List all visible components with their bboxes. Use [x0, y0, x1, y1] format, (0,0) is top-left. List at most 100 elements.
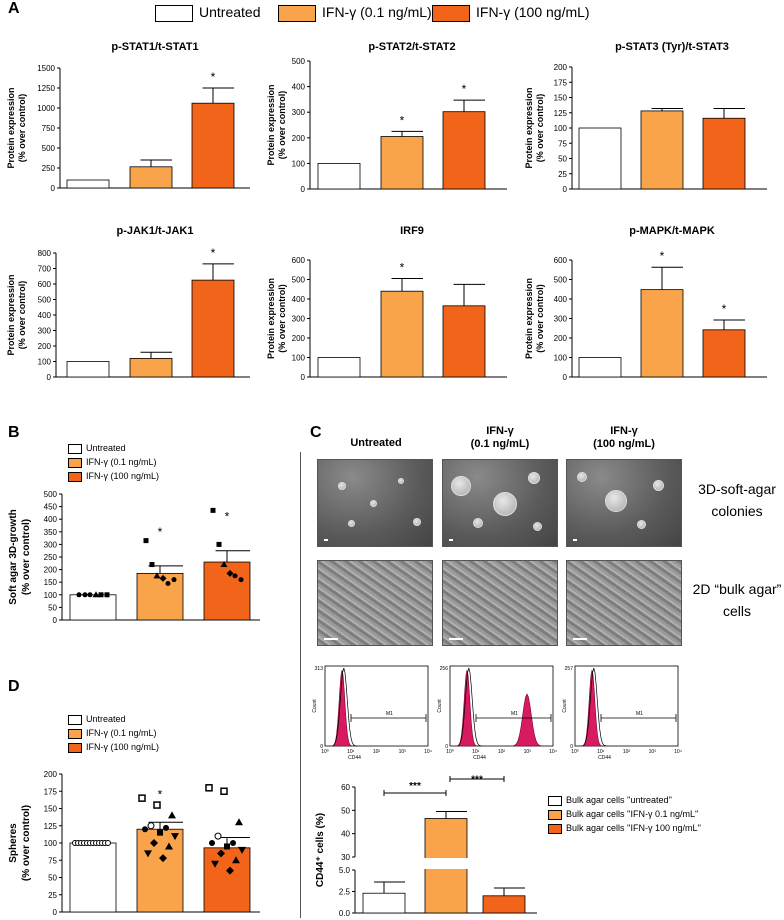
data-point-0-0 — [76, 592, 82, 598]
flow-ymax-label: 257 — [565, 666, 574, 672]
y-tick-label: 75 — [48, 856, 57, 865]
y-tick-label: 2.5 — [339, 888, 351, 897]
y-tick-label: 600 — [38, 280, 52, 289]
flow-control-outline — [457, 667, 483, 747]
data-point-2-4 — [230, 840, 236, 846]
legend-b-label-untreated: Untreated — [86, 443, 126, 453]
data-point-2-0 — [205, 784, 213, 792]
y-tick-label: 400 — [44, 515, 58, 524]
significance-star-2: * — [211, 246, 216, 260]
data-point-2-7 — [238, 846, 246, 854]
flow-xtick-label: 10³ — [399, 749, 407, 755]
chart-spheres: Spheres (% over control) 0 25 50 75 100 125 150 1… — [8, 770, 260, 917]
flow-xtick-label: 10¹ — [597, 749, 605, 755]
y-tick-label: 200 — [44, 566, 58, 575]
significance-star-1: * — [400, 113, 405, 127]
significance-star-1: * — [660, 249, 665, 263]
data-point-1-11 — [159, 854, 167, 863]
chart-stat3: p-STAT3 (Tyr)/t-STAT3 Protein expression(… — [524, 41, 767, 194]
y-tick-label: 100 — [554, 354, 568, 363]
data-point-0-4 — [98, 592, 104, 598]
legend-c-label-low: Bulk agar cells ''IFN-γ 0.1 ng/mL'' — [566, 809, 699, 819]
data-point-0-5 — [104, 592, 110, 598]
data-point-1-4 — [165, 580, 171, 586]
significance-star-2: * — [722, 302, 727, 316]
col-header-high: IFN-γ (100 ng/mL) — [566, 425, 682, 451]
chart-cd44: CD44⁺ cells (%) 0.0 2.5 5.0 30 40 50 60 *** *** — [315, 775, 537, 918]
legend-d-label-low: IFN-γ (0.1 ng/mL) — [86, 728, 157, 738]
data-point-2-10 — [211, 860, 219, 868]
micrograph-agar-high — [566, 459, 682, 547]
y-tick-label: 175 — [44, 787, 58, 796]
data-point-1-4 — [163, 824, 169, 831]
panel-letter-a: A — [8, 0, 20, 17]
y-tick-label: 125 — [554, 109, 568, 118]
panel-c-divider — [300, 452, 301, 918]
flow-gate-label: M1 — [636, 711, 643, 717]
y-tick-label: 600 — [554, 256, 568, 265]
flow-ymin-label: 0 — [445, 744, 448, 750]
y-tick-label: 150 — [44, 805, 58, 814]
y-tick-label: 300 — [38, 327, 52, 336]
flow-xtick-label: 10² — [373, 749, 381, 755]
y-tick-label: 750 — [42, 124, 56, 133]
chart-title: p-STAT2/t-STAT2 — [368, 41, 455, 53]
y-axis-label: Spheres — [8, 823, 19, 863]
y-tick-label: 100 — [44, 591, 58, 600]
legend-swatch-high — [432, 5, 470, 22]
row1-label: 3D-soft-agar colonies — [690, 478, 784, 522]
y-tick-label: 0 — [563, 185, 568, 194]
y-tick-label: 200 — [554, 334, 568, 343]
legend-c-swatch-high — [548, 824, 562, 834]
y-tick-label: 1250 — [37, 84, 55, 93]
data-point-2-11 — [226, 866, 234, 875]
y-tick-label: 175 — [554, 78, 568, 87]
flow-frame — [574, 665, 679, 747]
bar-2 — [191, 102, 235, 189]
flow-ylabel: Count — [312, 699, 318, 713]
y-axis-label: Protein expression — [266, 84, 276, 165]
y-tick-label: 500 — [292, 276, 306, 285]
legend-b-label-high: IFN-γ (100 ng/mL) — [86, 471, 160, 481]
y-tick-label: 700 — [38, 265, 52, 274]
flow-frame — [449, 665, 554, 747]
flow-control-outline — [332, 667, 358, 747]
y-axis-label: (% over control) — [277, 284, 287, 353]
chart-title: p-JAK1/t-JAK1 — [116, 225, 193, 237]
y-axis-label: Soft agar 3D-growth — [8, 509, 19, 605]
data-point-2-4 — [232, 573, 238, 579]
bar-2 — [442, 111, 486, 190]
legend-b-swatch-low — [68, 458, 82, 468]
data-point-1-9 — [165, 842, 173, 850]
significance-star-2: * — [211, 70, 216, 84]
y-tick-label: 200 — [38, 342, 52, 351]
col-header-high-l2: (100 ng/mL) — [593, 438, 655, 450]
y-axis-label: (% over control) — [535, 94, 545, 163]
y-tick-label: 0 — [563, 373, 568, 382]
chart-title: p-STAT3 (Tyr)/t-STAT3 — [615, 41, 729, 53]
bar-1 — [380, 136, 424, 190]
micrograph-bulk-high — [566, 560, 682, 646]
bar-0 — [362, 892, 406, 914]
flow-frame — [324, 665, 429, 747]
flow-ymax-label: 313 — [315, 666, 324, 672]
y-tick-label: 400 — [554, 295, 568, 304]
significance-star-1: * — [158, 787, 163, 801]
legend-label-high: IFN-γ (100 ng/mL) — [476, 4, 590, 20]
legend-b-swatch-untreated — [68, 444, 82, 454]
y-tick-label: 0 — [47, 373, 52, 382]
flow-xtick-label: 10⁰ — [571, 749, 579, 755]
data-point-1-6 — [157, 829, 163, 836]
legend-c-label-high: Bulk agar cells ''IFN-γ 100 ng/mL'' — [566, 823, 701, 833]
flow-gate-label: M1 — [511, 711, 518, 717]
y-axis-label: (% over control) — [17, 281, 27, 350]
col-header-untreated-l1: Untreated — [350, 437, 402, 449]
flow-gate-label: M1 — [386, 711, 393, 717]
data-point-1-7 — [171, 833, 179, 841]
chart-stat2: p-STAT2/t-STAT2 Protein expression (% over… — [266, 41, 507, 194]
bar-0 — [317, 357, 361, 378]
row2-label-l1: 2D “bulk agar” — [692, 581, 782, 597]
bar-1 — [136, 828, 184, 913]
y-tick-label: 0 — [301, 185, 306, 194]
